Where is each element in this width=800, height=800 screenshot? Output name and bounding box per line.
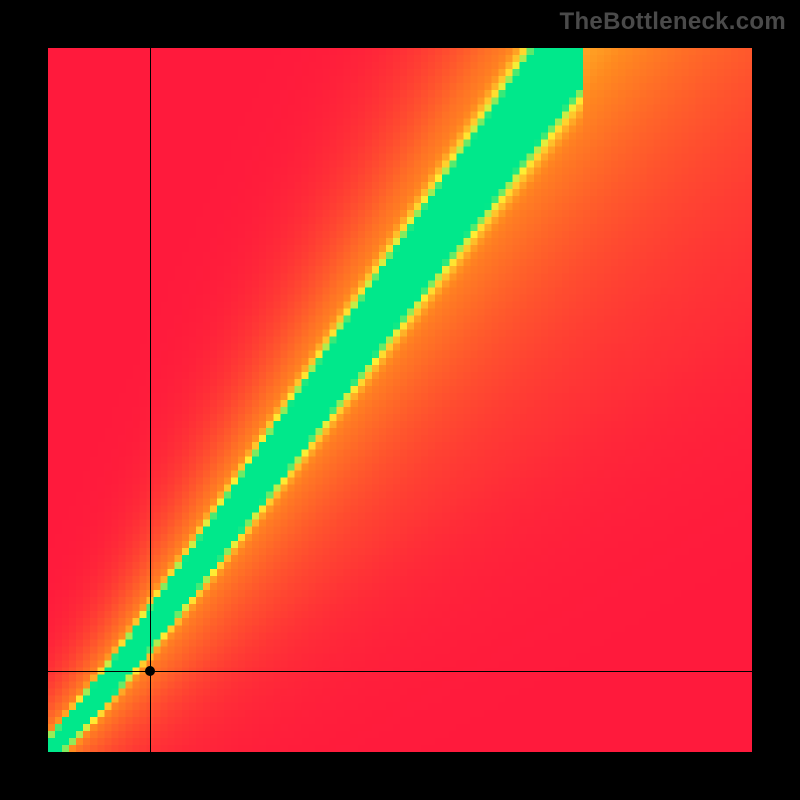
watermark-text: TheBottleneck.com [560,8,786,36]
crosshair-vertical [150,48,151,752]
heatmap-plot [48,48,752,752]
crosshair-marker [145,666,155,676]
heatmap-canvas [48,48,752,752]
